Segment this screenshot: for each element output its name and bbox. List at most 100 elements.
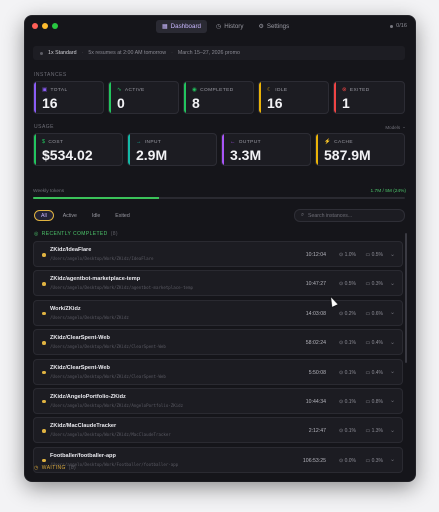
status-dot-icon: [42, 399, 46, 404]
instance-duration: 5:50:08: [308, 369, 326, 376]
instance-memory: ▭ 0.3%: [365, 458, 383, 464]
status-dot-icon: [42, 282, 46, 286]
chevron-down-icon[interactable]: ⌄: [389, 251, 395, 258]
instance-cpu: ⊙ 0.1%: [339, 399, 356, 405]
dollar-icon: $: [42, 139, 46, 145]
search-box: ⌕: [294, 209, 405, 222]
exited-value: 1: [342, 95, 350, 111]
instance-path: /Users/angelo/Desktop/Work/ZKidz/AngeloP…: [50, 402, 184, 408]
card-accent: [34, 82, 36, 113]
instance-cpu-value: 0.1%: [344, 369, 356, 376]
status-dot-icon: [42, 341, 46, 345]
instance-row[interactable]: Footballer/footballer-app/Users/angelo/D…: [33, 446, 403, 473]
zoom-window-button[interactable]: [52, 23, 58, 29]
promo-period: March 15–27, 2026 promo: [177, 50, 240, 56]
weekly-tokens-label: Weekly tokens: [33, 189, 65, 194]
filter-exited[interactable]: Exited: [115, 212, 130, 219]
instance-duration: 58:02:24: [305, 340, 326, 347]
instance-cpu-value: 1.0%: [344, 252, 356, 258]
tab-settings-label: Settings: [266, 23, 290, 30]
chevron-down-icon[interactable]: ⌄: [389, 427, 395, 434]
instance-duration: 10:12:04: [305, 252, 326, 258]
filter-all[interactable]: All: [34, 210, 54, 221]
search-input[interactable]: [308, 212, 399, 219]
cpu-icon: ⊙: [339, 457, 345, 464]
chevron-down-icon[interactable]: ⌄: [389, 457, 395, 464]
completed-card-header: ◉ COMPLETED: [192, 87, 234, 93]
active-label: ACTIVE: [124, 87, 145, 93]
card-accent: [128, 134, 130, 165]
list-scrollbar[interactable]: [405, 233, 407, 363]
instance-memory: ▭ 0.6%: [365, 311, 383, 317]
input-card: → INPUT 2.9M: [127, 133, 217, 166]
exited-card-header: ⊗ EXITED: [342, 87, 370, 93]
filter-idle[interactable]: Idle: [91, 212, 101, 219]
recently-completed-header[interactable]: ◎ RECENTLY COMPLETED (8): [34, 231, 118, 237]
instance-cpu: ⊙ 0.1%: [339, 370, 356, 376]
instance-memory: ▭ 1.3%: [365, 428, 383, 434]
memory-icon: ▭: [365, 340, 372, 347]
status-dot-icon: [42, 429, 46, 433]
tab-settings[interactable]: ⚙ Settings: [252, 20, 295, 33]
instance-path: /Users/angelo/Desktop/Work/ZKidz/ClearSp…: [50, 344, 166, 350]
instance-row[interactable]: Work/ZKidz/Users/angelo/Desktop/Work/ZKi…: [33, 299, 403, 326]
chevron-down-icon[interactable]: ⌄: [389, 310, 395, 317]
instance-memory-value: 0.3%: [371, 457, 383, 464]
close-window-button[interactable]: [32, 23, 38, 29]
models-dropdown[interactable]: Models ⌄: [385, 124, 406, 130]
memory-icon: ▭: [365, 457, 372, 464]
chevron-down-icon[interactable]: ⌄: [389, 398, 395, 405]
chevron-down-icon[interactable]: ⌄: [389, 280, 395, 287]
instance-row[interactable]: ZKidz/AngeloPortfolio-ZKidz/Users/angelo…: [33, 387, 403, 414]
tab-dashboard[interactable]: ▦ Dashboard: [156, 20, 207, 33]
cache-card-header: ⚡ CACHE: [324, 139, 353, 145]
total-card: ▣ TOTAL 16: [33, 81, 104, 114]
waiting-header[interactable]: ◷ WAITING (8): [34, 465, 76, 471]
chevron-down-icon[interactable]: ⌄: [389, 369, 395, 376]
instance-duration: 10:44:34: [305, 398, 326, 405]
total-label: TOTAL: [50, 87, 68, 93]
main-nav: ▦ Dashboard ◷ History ⚙ Settings: [156, 20, 295, 33]
memory-icon: ▭: [365, 252, 372, 258]
instance-row[interactable]: ZKidz/agentbot-marketplace-temp/Users/an…: [33, 270, 403, 297]
cpu-icon: ⊙: [339, 252, 345, 258]
status-dot-icon: [390, 24, 394, 28]
instance-cpu-value: 0.1%: [344, 340, 356, 347]
instance-row[interactable]: ZKidz/ClearSpent-Web/Users/angelo/Deskto…: [33, 329, 403, 356]
weekly-tokens-progress-fill: [33, 197, 160, 199]
tab-history[interactable]: ◷ History: [210, 20, 250, 33]
clock-icon: ◷: [215, 24, 222, 30]
instance-name: Work/ZKidz: [50, 305, 81, 312]
input-value: 2.9M: [136, 147, 168, 163]
instance-cpu: ⊙ 0.2%: [339, 311, 356, 317]
card-accent: [109, 82, 111, 113]
check-circle-icon: ◉: [192, 87, 198, 93]
memory-icon: ▭: [365, 428, 372, 435]
chevron-down-icon[interactable]: ⌄: [389, 339, 395, 346]
instance-memory-value: 0.4%: [371, 340, 383, 347]
traffic-lights: [32, 23, 58, 29]
idle-card: ☾ IDLE 16: [258, 81, 329, 114]
status-filter-group: All Active Idle Exited: [34, 210, 136, 221]
completed-value: 8: [192, 95, 200, 111]
instance-path: /Users/angelo/Desktop/Work/Footballer/fo…: [50, 461, 179, 467]
instance-row[interactable]: ZKidz/MacClaudeTracker/Users/angelo/Desk…: [33, 417, 403, 444]
instance-cpu-value: 0.1%: [344, 398, 356, 405]
cpu-icon: ⊙: [339, 369, 345, 376]
idle-label: IDLE: [275, 87, 288, 93]
output-value: 3.3M: [230, 147, 262, 163]
plan-dot-icon: [40, 51, 43, 55]
arrow-right-icon: →: [136, 139, 142, 145]
memory-icon: ▭: [365, 398, 372, 405]
cache-value: 587.9M: [324, 147, 371, 163]
instance-row[interactable]: ZKidz/IdeaFlare/Users/angelo/Desktop/Wor…: [33, 241, 403, 267]
instance-cpu: ⊙ 0.1%: [339, 428, 356, 434]
moon-icon: ☾: [267, 87, 273, 93]
instance-memory: ▭ 0.8%: [365, 399, 383, 405]
x-circle-icon: ⊗: [342, 87, 347, 93]
instance-row[interactable]: ZKidz/ClearSpent-Web/Users/angelo/Deskto…: [33, 358, 403, 385]
minimize-window-button[interactable]: [42, 23, 48, 29]
filter-active[interactable]: Active: [62, 212, 77, 219]
cpu-icon: ⊙: [339, 310, 345, 317]
instance-cpu-value: 0.1%: [344, 428, 356, 435]
